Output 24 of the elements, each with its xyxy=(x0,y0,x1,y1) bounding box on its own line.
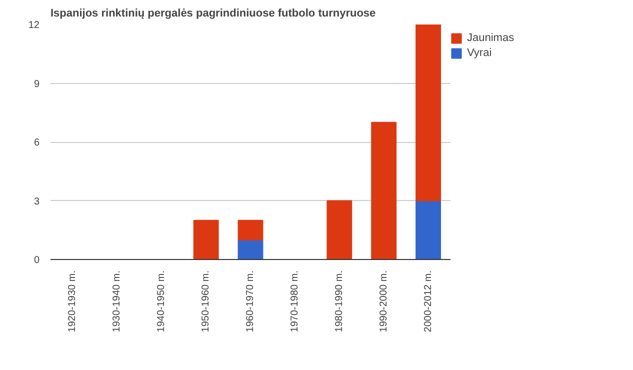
bar xyxy=(238,239,264,260)
bar xyxy=(193,220,219,260)
legend-label: Vyrai xyxy=(467,47,492,59)
y-tick-label: 9 xyxy=(34,78,40,90)
x-tick-label: 1960-1970 m. xyxy=(245,270,256,332)
y-tick-label: 12 xyxy=(28,20,40,31)
x-tick-label: 1940-1950 m. xyxy=(156,270,168,332)
x-tick-label: 1950-1960 m. xyxy=(200,270,212,332)
x-tick-label: 1980-1990 m. xyxy=(334,270,345,332)
legend-label: Jaunimas xyxy=(467,32,514,44)
y-tick-label: 0 xyxy=(34,255,40,266)
y-tick-label: 3 xyxy=(34,196,40,208)
x-tick-label: 1930-1940 m. xyxy=(112,270,123,332)
bar xyxy=(371,122,397,260)
x-tick-label: 1990-2000 m. xyxy=(378,270,390,332)
x-tick-label: 1920-1930 m. xyxy=(67,270,78,332)
y-tick-label: 6 xyxy=(34,138,40,148)
bar xyxy=(326,200,352,260)
chart-title: Ispanijos rinktinių pergalės pagrindiniuose futbolo turnyruose xyxy=(50,8,376,20)
bar xyxy=(416,24,441,202)
bar xyxy=(416,200,441,260)
x-tick-label: 1970-1980 m. xyxy=(289,270,300,332)
bar xyxy=(238,220,264,240)
x-tick-label: 2000-2012 m. xyxy=(422,270,434,332)
